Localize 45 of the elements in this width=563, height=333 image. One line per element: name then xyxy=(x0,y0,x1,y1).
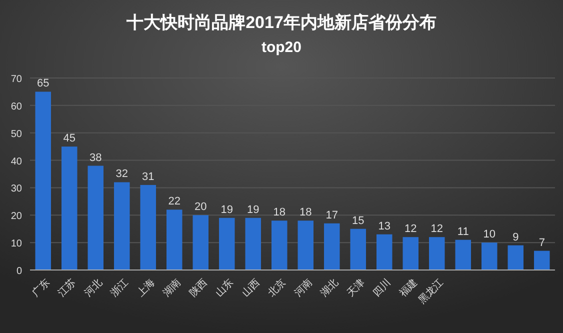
x-tick-label: 陕西 xyxy=(186,276,210,300)
data-label: 18 xyxy=(273,206,286,219)
data-label: 19 xyxy=(247,204,260,216)
data-label: 19 xyxy=(220,204,233,216)
data-label: 11 xyxy=(457,226,469,238)
x-tick-label: 山东 xyxy=(213,276,236,300)
data-label: 22 xyxy=(168,196,180,208)
y-tick-label: 70 xyxy=(10,74,22,85)
y-tick-label: 60 xyxy=(10,101,22,112)
data-label: 17 xyxy=(326,209,338,222)
data-label: 15 xyxy=(352,214,364,227)
data-label: 12 xyxy=(404,223,417,236)
data-label: 32 xyxy=(116,168,128,180)
x-tick-label: 天津 xyxy=(344,276,368,300)
x-tick-label: 黑龙江 xyxy=(416,276,446,306)
data-label: 7 xyxy=(538,236,545,249)
x-tick-label: 江苏 xyxy=(56,276,78,300)
data-label: 12 xyxy=(430,223,443,236)
data-label: 31 xyxy=(142,170,154,183)
data-label: 10 xyxy=(483,228,496,241)
x-tick-label: 浙江 xyxy=(108,276,131,300)
x-tick-label: 湖南 xyxy=(160,276,184,300)
data-label: 9 xyxy=(512,231,519,244)
chart-title: 十大快时尚品牌2017年内地新店省份分布 xyxy=(126,13,436,32)
data-label: 38 xyxy=(90,152,102,164)
y-tick-label: 40 xyxy=(10,156,22,168)
data-label: 13 xyxy=(378,220,390,232)
x-tick-label: 河南 xyxy=(292,276,315,300)
x-tick-label: 上海 xyxy=(134,276,158,300)
x-tick-label: 四川 xyxy=(370,276,394,300)
y-tick-label: 10 xyxy=(10,238,22,250)
data-label: 45 xyxy=(63,132,76,145)
y-tick-label: 0 xyxy=(16,266,22,277)
x-tick-label: 山西 xyxy=(239,276,262,300)
y-tick-label: 50 xyxy=(10,128,22,140)
x-tick-label: 河北 xyxy=(82,276,105,300)
chart-subtitle: top20 xyxy=(261,39,302,56)
data-label: 65 xyxy=(37,78,50,90)
y-tick-label: 20 xyxy=(10,211,22,222)
data-label: 18 xyxy=(300,206,312,219)
x-tick-label: 北京 xyxy=(266,276,288,300)
x-tick-label: 湖北 xyxy=(318,276,341,300)
x-tick-label: 广东 xyxy=(29,276,52,300)
data-label: 20 xyxy=(194,201,207,214)
y-tick-label: 30 xyxy=(10,184,22,195)
